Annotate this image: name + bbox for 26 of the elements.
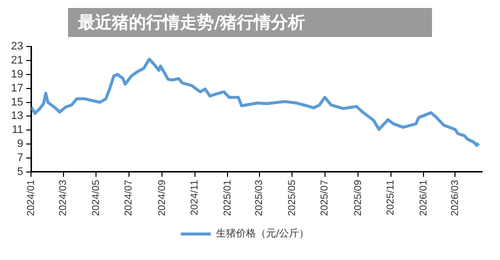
y-tick-label: 9 [17,138,24,150]
x-tick-label: 2025/03 [254,179,266,216]
x-tick-label: 2024/07 [124,179,135,216]
x-tick-label: 2025/09 [352,179,364,216]
y-tick-label: 23 [10,40,24,53]
y-tick-label: 15 [10,96,24,108]
y-tick-label: 19 [10,68,24,80]
x-tick-label: 2026/03 [450,179,461,216]
y-tick-label: 5 [17,166,24,178]
y-tick-label: 7 [17,152,24,164]
x-tick-label: 2024/11 [190,179,201,216]
x-tick-label: 2025/11 [386,179,397,216]
y-tick-label: 21 [10,54,24,67]
y-tick-label: 17 [10,82,24,94]
x-tick-label: 2025/05 [286,179,298,216]
y-tick-label: 11 [12,124,24,136]
x-tick-label: 2024/09 [156,179,168,216]
x-tick-label: 2025/07 [320,179,331,216]
chart-title: 最近猪的行情走势/猪行情分析 [68,8,432,37]
legend-label: 生猪价格（元/公斤） [216,228,310,240]
x-tick-label: 2026/01 [418,179,430,216]
x-tick-label: 2024/03 [58,179,70,216]
y-tick-label: 13 [10,110,24,122]
x-tick-label: 2024/01 [26,179,37,216]
x-tick-label: 2025/01 [222,179,234,216]
x-tick-label: 2024/05 [90,179,102,216]
